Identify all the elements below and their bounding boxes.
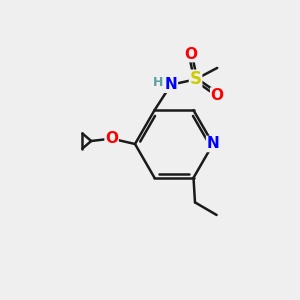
- Text: O: O: [105, 131, 118, 146]
- Text: H: H: [153, 76, 164, 89]
- Text: S: S: [190, 70, 202, 88]
- Text: N: N: [207, 136, 219, 152]
- Text: O: O: [211, 88, 224, 103]
- Text: N: N: [165, 77, 177, 92]
- Text: O: O: [184, 46, 198, 62]
